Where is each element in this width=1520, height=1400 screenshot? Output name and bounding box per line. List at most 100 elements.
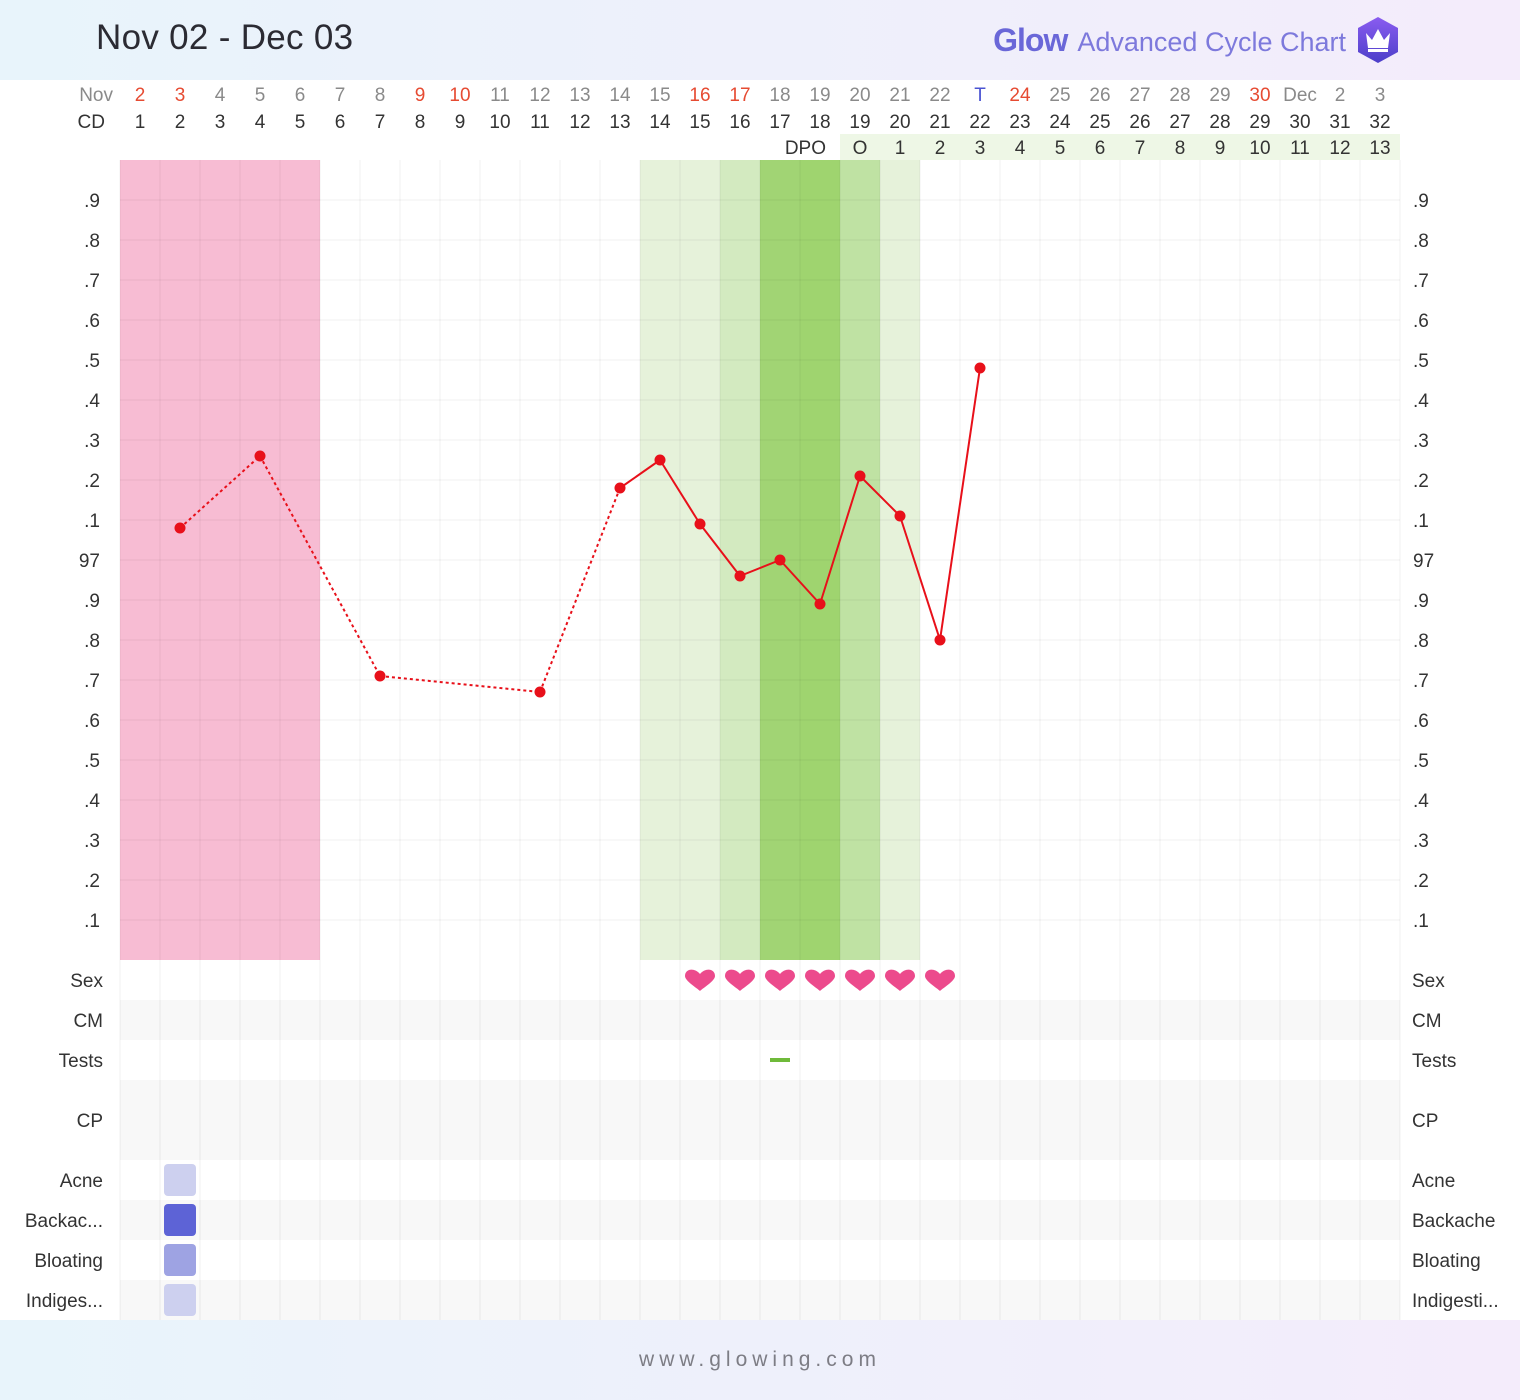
- brand-name: Glow: [993, 22, 1068, 58]
- cycle-day-label: 22: [969, 112, 990, 133]
- symptom-marker: [164, 1244, 196, 1276]
- tracking-row-label-right: CP: [1412, 1111, 1438, 1132]
- heart-icon: [925, 969, 955, 991]
- cycle-day-label: 23: [1009, 112, 1030, 133]
- date-label: 12: [529, 85, 550, 106]
- temperature-line-segment: [699, 523, 741, 577]
- dpo-label: 7: [1135, 138, 1146, 159]
- tracking-row-bg: [120, 1200, 1400, 1240]
- cycle-day-label: 26: [1129, 112, 1150, 133]
- y-tick-label-left: .4: [84, 391, 100, 412]
- temperature-line-segment: [899, 515, 941, 641]
- cycle-day-label: 25: [1089, 112, 1110, 133]
- date-label: 7: [335, 85, 346, 106]
- temperature-point: [934, 634, 946, 646]
- cycle-day-label: 20: [889, 112, 910, 133]
- temperature-point: [894, 510, 906, 522]
- cycle-day-label: 3: [215, 112, 226, 133]
- period-shading: [280, 160, 320, 960]
- date-label: 29: [1209, 85, 1230, 106]
- y-tick-label-right: 97: [1413, 551, 1434, 572]
- y-tick-label-left: .5: [84, 751, 100, 772]
- cycle-day-label: 30: [1289, 112, 1310, 133]
- date-label: 9: [415, 85, 426, 106]
- cycle-day-label: 32: [1369, 112, 1390, 133]
- cycle-day-label: 17: [769, 112, 790, 133]
- temperature-line-segment: [619, 459, 661, 489]
- date-label: 11: [490, 85, 510, 106]
- tracking-row-label-left: Bloating: [34, 1251, 103, 1272]
- heart-icon: [685, 969, 715, 991]
- cycle-day-label: 28: [1209, 112, 1230, 133]
- brand-logo: Glow Advanced Cycle Chart: [993, 22, 1346, 59]
- dpo-label: 10: [1249, 138, 1270, 159]
- tracking-row-label-left: Sex: [70, 971, 103, 992]
- y-tick-label-left: .1: [84, 911, 100, 932]
- period-shading: [200, 160, 240, 960]
- y-tick-label-right: .3: [1413, 431, 1429, 452]
- temperature-point: [814, 598, 826, 610]
- dpo-label: 8: [1175, 138, 1186, 159]
- header-bar: Nov 02 - Dec 03 Glow Advanced Cycle Char…: [0, 0, 1520, 80]
- dpo-label: 9: [1215, 138, 1226, 159]
- dpo-label: 2: [935, 138, 946, 159]
- y-tick-label-left: .8: [84, 631, 100, 652]
- y-tick-label-right: .7: [1413, 671, 1429, 692]
- y-tick-label-right: .6: [1413, 711, 1429, 732]
- date-label: 8: [375, 85, 386, 106]
- date-label: 6: [295, 85, 306, 106]
- y-tick-label-left: 97: [79, 551, 100, 572]
- temperature-line-segment: [779, 559, 821, 605]
- cycle-day-label: 15: [689, 112, 710, 133]
- y-tick-label-left: .2: [84, 871, 100, 892]
- date-label: 2: [135, 85, 146, 106]
- y-tick-label-left: .7: [84, 671, 100, 692]
- cycle-day-label: 2: [175, 112, 186, 133]
- heart-icon: [845, 969, 875, 991]
- tracking-row-label-right: Backache: [1412, 1211, 1495, 1232]
- crown-icon: [1358, 17, 1398, 63]
- fertile-shading: [640, 160, 680, 960]
- y-tick-label-left: .8: [84, 231, 100, 252]
- cycle-day-label: 29: [1249, 112, 1270, 133]
- cycle-day-label: 7: [375, 112, 386, 133]
- date-label: 30: [1249, 85, 1270, 106]
- y-tick-label-right: .9: [1413, 591, 1429, 612]
- dpo-label: 4: [1015, 138, 1026, 159]
- dpo-row-label: DPO: [785, 138, 826, 159]
- cycle-day-label: 14: [649, 112, 671, 133]
- temperature-line-segment: [379, 675, 541, 693]
- cycle-day-label: 31: [1329, 112, 1350, 133]
- symptom-marker: [164, 1204, 196, 1236]
- temperature-point: [254, 450, 266, 462]
- date-label: 27: [1129, 85, 1150, 106]
- temperature-point: [534, 686, 546, 698]
- date-label: 21: [889, 85, 910, 106]
- date-label: 25: [1049, 85, 1070, 106]
- temperature-line-segment: [859, 475, 901, 517]
- heart-icon: [765, 969, 795, 991]
- tracking-row-label-left: CP: [77, 1111, 103, 1132]
- date-label: 15: [649, 85, 670, 106]
- cycle-day-label: 6: [335, 112, 346, 133]
- symptom-marker: [164, 1284, 196, 1316]
- date-label: 28: [1169, 85, 1190, 106]
- y-tick-label-right: .3: [1413, 831, 1429, 852]
- heart-icon: [725, 969, 755, 991]
- date-label: Dec: [1283, 85, 1317, 106]
- cycle-day-label: 24: [1049, 112, 1071, 133]
- y-tick-label-left: .5: [84, 351, 100, 372]
- tracking-row-label-left: Acne: [60, 1171, 103, 1192]
- dpo-label: O: [853, 138, 868, 159]
- y-tick-label-left: .6: [84, 711, 100, 732]
- cycle-day-label: 16: [729, 112, 750, 133]
- y-tick-label-right: .1: [1413, 511, 1429, 532]
- footer-url: www.glowing.com: [639, 1348, 881, 1371]
- temperature-point: [694, 518, 706, 530]
- temperature-line-segment: [539, 487, 621, 693]
- date-label: 14: [609, 85, 631, 106]
- tracking-row-bg: [120, 1280, 1400, 1320]
- cycle-day-label: 12: [569, 112, 590, 133]
- symptom-marker: [164, 1164, 196, 1196]
- temperature-point: [654, 454, 666, 466]
